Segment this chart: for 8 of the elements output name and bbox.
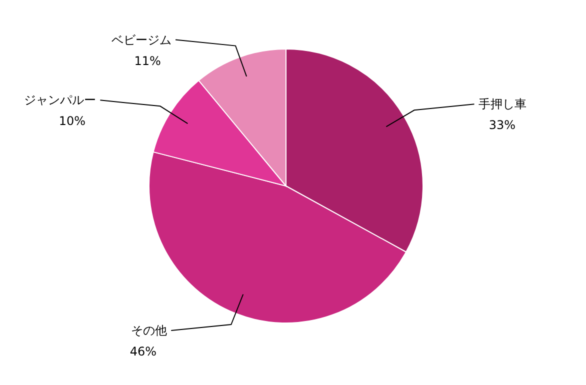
slice-label: その他 <box>131 324 168 338</box>
slice-label: ベビージム <box>112 32 172 47</box>
data-label: 10% <box>58 114 86 128</box>
slice-label: ジャンパルー <box>24 93 96 108</box>
data-label: 33% <box>488 118 516 132</box>
data-label: 11% <box>134 54 161 68</box>
slice-label: 手押し車 <box>478 97 526 112</box>
data-label: 46% <box>130 344 156 359</box>
